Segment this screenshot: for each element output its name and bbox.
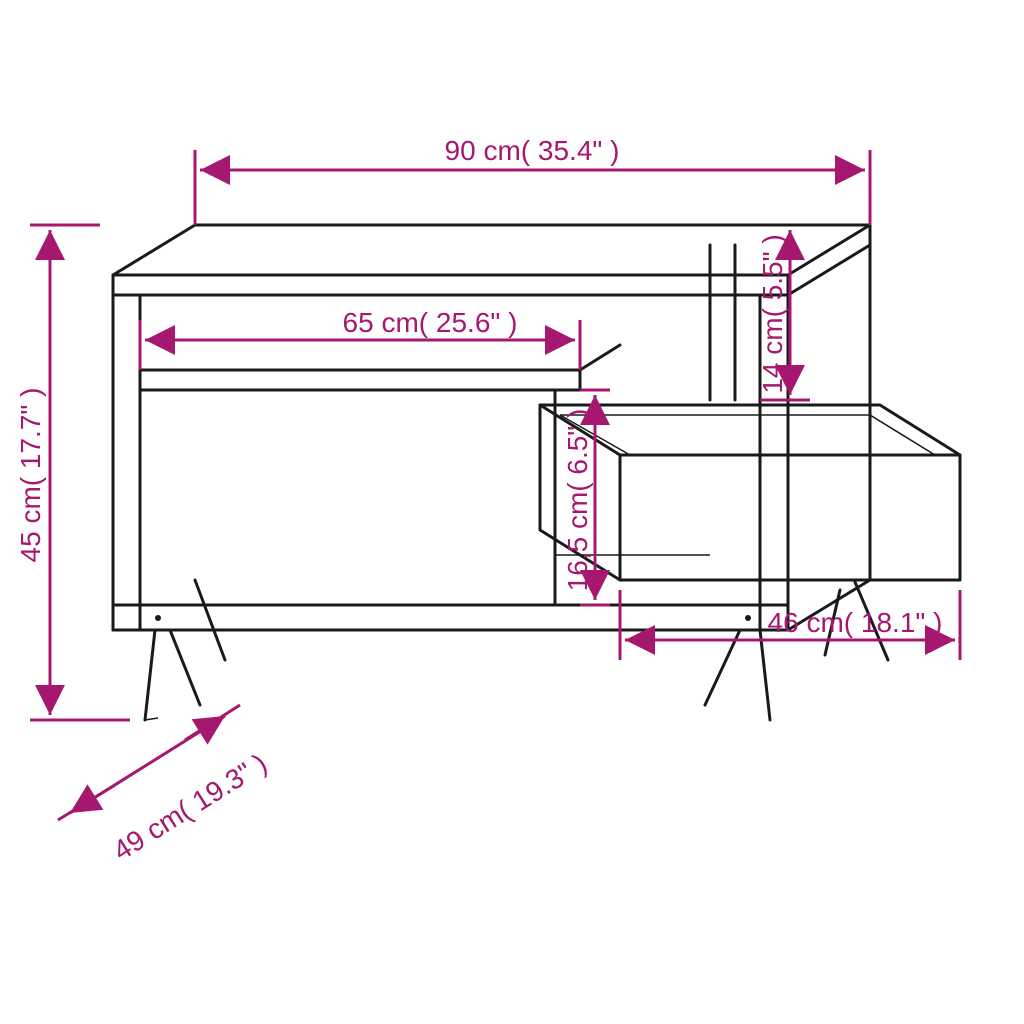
dim-drawer-front-label: 46 cm( 18.1" ) [768,607,943,638]
dim-drawer-front: 46 cm( 18.1" ) [620,590,960,660]
dim-shelf-width: 65 cm( 25.6" ) [140,307,580,370]
dim-width-label: 90 cm( 35.4" ) [445,135,620,166]
dim-width: 90 cm( 35.4" ) [195,135,870,225]
dim-depth-label: 49 cm( 19.3" ) [108,747,273,866]
dim-drawer-inner: 16,5 cm( 6.5" ) [562,390,610,605]
dim-drawer-inner-label: 16,5 cm( 6.5" ) [562,409,593,592]
dim-height-label: 45 cm( 17.7" ) [15,388,46,563]
dim-top-gap-label: 14 cm( 5.5" ) [757,234,788,393]
dim-shelf-width-label: 65 cm( 25.6" ) [343,307,518,338]
furniture-dimension-diagram: 90 cm( 35.4" ) 45 cm( 17.7" ) 49 cm( 19.… [0,0,1024,1024]
furniture-outline [113,225,960,720]
dim-depth: 49 cm( 19.3" ) [58,705,272,866]
dim-top-gap: 14 cm( 5.5" ) [757,230,810,400]
